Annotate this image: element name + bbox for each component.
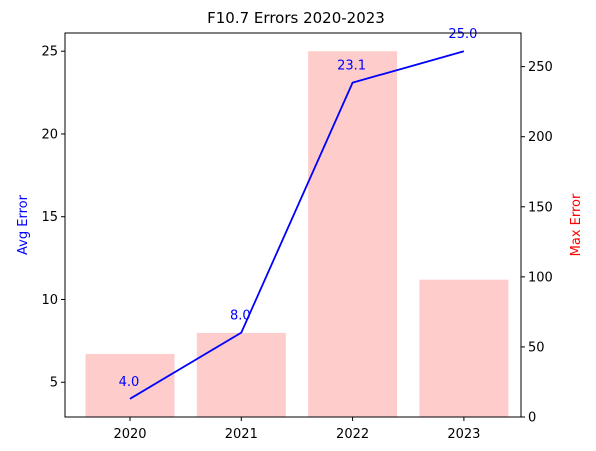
line-layer: 4.0 8.0 23.1 25.0 [119,27,477,400]
y-left-tick-label: 10 [41,293,58,308]
bar-2021 [196,332,286,417]
bar-2022 [308,51,398,417]
avg-error-line [129,50,465,400]
y-axis-right-label: Max Error [569,193,584,256]
y-left-tick-label: 5 [50,376,58,391]
y-left-tick-label: 20 [41,127,58,142]
y-left-tick-label: 25 [41,45,58,60]
y-right-tick-label: 250 [528,60,553,75]
y-right-tick-label: 50 [528,340,545,355]
x-tick-label: 2021 [225,427,258,442]
y-right-tick-label: 200 [528,130,553,145]
y-axis-left-label: Avg Error [16,194,31,255]
data-label-2021: 8.0 [230,309,251,324]
x-tick-label: 2020 [113,427,146,442]
x-tick-label: 2023 [447,427,480,442]
plot-frame [64,32,522,418]
y-left-tick-label: 15 [41,210,58,225]
data-label-2023: 25.0 [448,27,477,42]
y-right-tick-label: 150 [528,200,553,215]
bar-2020 [85,353,175,417]
bars-layer [85,51,509,417]
data-label-2020: 4.0 [119,375,140,390]
y-right-tick-label: 100 [528,270,553,285]
data-label-2022: 23.1 [337,59,366,74]
bar-2023 [419,279,509,417]
x-tick-label: 2022 [336,427,369,442]
y-right-tick-label: 0 [528,411,536,426]
chart-title: F10.7 Errors 2020-2023 [207,9,385,27]
